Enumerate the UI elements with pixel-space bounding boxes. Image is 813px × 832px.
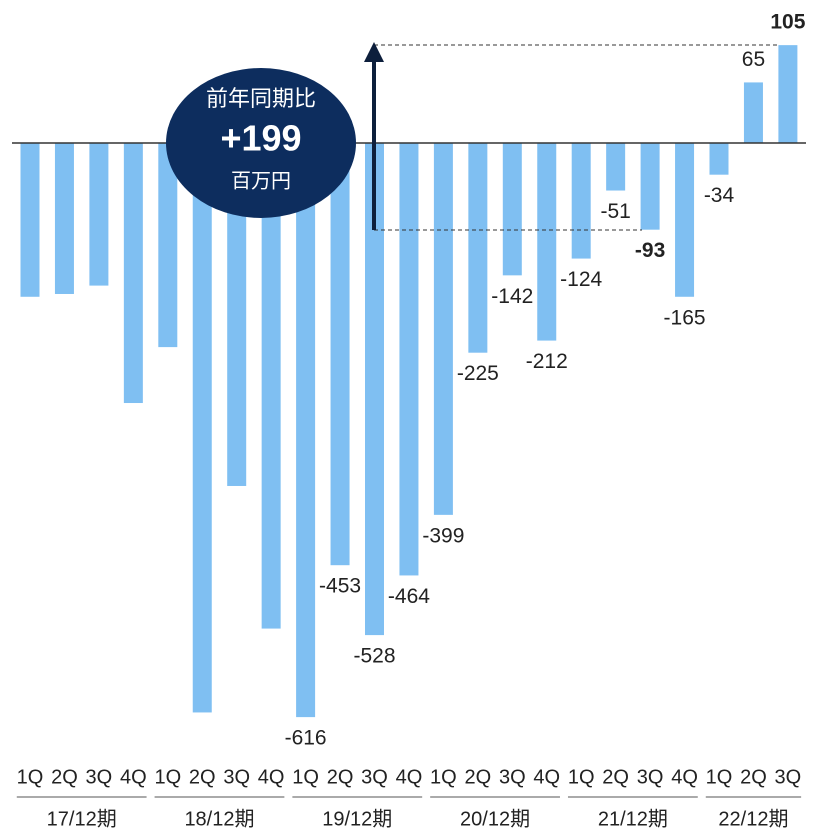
x-tick-label: 3Q	[223, 766, 250, 788]
x-tick-label: 4Q	[671, 766, 698, 788]
bar	[158, 143, 178, 348]
data-label-bg	[739, 47, 768, 71]
group-label: 17/12期	[47, 808, 117, 830]
x-tick-label: 1Q	[17, 766, 44, 788]
x-tick-label: 2Q	[740, 766, 767, 788]
data-label: -453	[319, 575, 361, 598]
group-label: 18/12期	[184, 808, 254, 830]
bar	[709, 143, 729, 175]
data-label: 105	[770, 11, 805, 34]
data-label-bg	[768, 10, 808, 34]
x-tick-label: 3Q	[499, 766, 526, 788]
data-label: -124	[560, 268, 602, 291]
x-tick-label: 4Q	[258, 766, 285, 788]
data-label-bg	[420, 524, 467, 548]
arrow-head	[364, 42, 384, 62]
data-label: -93	[635, 239, 665, 262]
bar	[640, 143, 660, 230]
data-label: -616	[285, 727, 327, 750]
group-label: 20/12期	[460, 808, 530, 830]
data-label-bg	[385, 584, 433, 608]
x-tick-label: 4Q	[120, 766, 147, 788]
data-label: -464	[388, 585, 430, 608]
bar	[571, 143, 591, 259]
annotation-value: +199	[220, 118, 301, 159]
x-tick-label: 1Q	[568, 766, 595, 788]
data-label: -51	[600, 200, 630, 223]
bar	[502, 143, 522, 276]
bar	[123, 143, 143, 404]
bar	[54, 143, 74, 294]
x-tick-label: 2Q	[51, 766, 78, 788]
x-tick-label: 4Q	[396, 766, 423, 788]
data-label: -34	[704, 184, 735, 207]
x-tick-label: 3Q	[637, 766, 664, 788]
data-label-bg	[661, 306, 708, 330]
x-tick-label: 1Q	[292, 766, 319, 788]
bar	[192, 143, 212, 713]
data-label-bg	[598, 200, 633, 224]
annotation-title: 前年同期比	[206, 86, 316, 111]
data-label: -142	[491, 285, 533, 308]
data-label: -212	[526, 350, 568, 373]
annotation-bubble	[166, 68, 356, 218]
x-tick-label: 1Q	[706, 766, 733, 788]
annotation-unit: 百万円	[231, 170, 291, 192]
bar	[606, 143, 626, 191]
data-label: -399	[422, 524, 464, 547]
data-label-bg	[523, 350, 570, 374]
data-label-bg	[489, 284, 536, 308]
data-label-bg	[351, 644, 398, 668]
bar	[261, 143, 281, 629]
bar	[675, 143, 695, 297]
x-tick-label: 3Q	[86, 766, 113, 788]
bar	[296, 143, 316, 718]
bar	[778, 45, 798, 143]
data-label: -528	[353, 645, 395, 668]
x-tick-label: 1Q	[430, 766, 457, 788]
group-label: 21/12期	[598, 808, 668, 830]
x-tick-label: 2Q	[465, 766, 492, 788]
bar	[433, 143, 453, 515]
data-label-bg	[558, 268, 605, 292]
x-tick-label: 2Q	[189, 766, 216, 788]
data-label-bg	[454, 362, 501, 386]
x-tick-label: 1Q	[154, 766, 181, 788]
data-label: -225	[457, 362, 499, 385]
x-tick-label: 4Q	[533, 766, 560, 788]
data-label-bg	[282, 726, 329, 750]
x-tick-label: 3Q	[775, 766, 802, 788]
bar	[365, 143, 384, 636]
bar	[537, 143, 557, 341]
data-label-bg	[317, 574, 364, 598]
bar	[20, 143, 40, 297]
bars	[20, 45, 798, 718]
x-tick-label: 3Q	[361, 766, 388, 788]
data-label-bg	[632, 239, 668, 263]
group-label: 19/12期	[322, 808, 392, 830]
group-label: 22/12期	[718, 808, 788, 830]
data-label: 65	[742, 48, 765, 71]
bar	[743, 82, 763, 143]
bar	[399, 143, 419, 576]
bar	[227, 143, 247, 486]
x-tick-label: 2Q	[602, 766, 629, 788]
data-label: -165	[664, 306, 706, 329]
x-tick-label: 2Q	[327, 766, 354, 788]
bar	[89, 143, 109, 286]
data-label-bg	[701, 184, 737, 208]
bar	[468, 143, 488, 353]
bar	[330, 143, 350, 566]
